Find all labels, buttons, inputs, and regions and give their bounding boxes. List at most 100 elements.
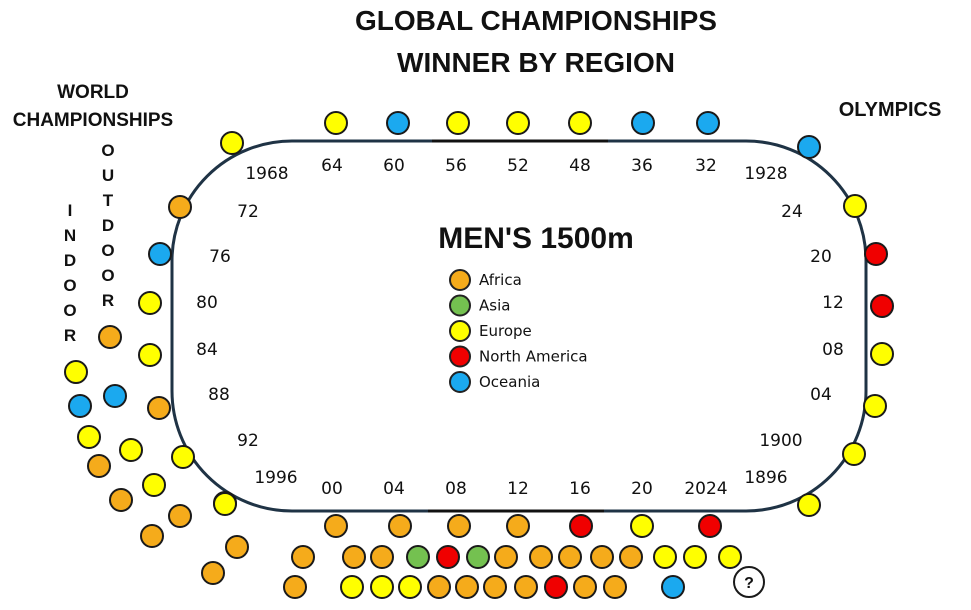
chart-title-line1: GLOBAL CHAMPIONSHIPS [355, 5, 717, 36]
olympics-top-dot [631, 111, 655, 135]
world-outdoor-dot [103, 384, 127, 408]
indoor-letter: I [68, 201, 73, 220]
label-olympics: OLYMPICS [839, 99, 942, 121]
world-outdoor-dot [140, 524, 164, 548]
world-outdoor-dot [201, 561, 225, 585]
year-label: 72 [237, 202, 259, 222]
year-label: 1968 [245, 164, 288, 184]
world-outdoor-dot [340, 575, 364, 599]
world-indoor-dot [68, 394, 92, 418]
winner-dots: ? [64, 111, 894, 599]
world-outdoor-dot [87, 454, 111, 478]
legend-swatch [449, 345, 471, 368]
olympics-top-dot [446, 111, 470, 135]
olympics-bottom-dot [506, 514, 530, 538]
legend-label: Africa [479, 271, 522, 289]
year-label: 08 [822, 340, 844, 360]
olympics-bottom-dot [388, 514, 412, 538]
world-outdoor-dot [225, 535, 249, 559]
year-label: 2024 [684, 479, 727, 499]
olympics-right-dot [843, 194, 867, 218]
world-outdoor-dot [427, 575, 451, 599]
olympics-bottom-dot [447, 514, 471, 538]
world-outdoor-dot [558, 545, 582, 569]
legend-swatch [449, 294, 471, 317]
year-label: 88 [208, 385, 230, 405]
year-label: 76 [209, 247, 231, 267]
olympics-right-dot [870, 342, 894, 366]
year-label: 32 [695, 156, 717, 176]
olympics-top-dot [324, 111, 348, 135]
year-label: 20 [810, 247, 832, 267]
legend-label: Oceania [479, 373, 540, 391]
olympics-bottom-dot [324, 514, 348, 538]
world-outdoor-dot [590, 545, 614, 569]
world-outdoor-dot [603, 575, 627, 599]
outdoor-letter: O [101, 266, 114, 285]
world-indoor-dot [77, 425, 101, 449]
year-label: 1928 [744, 164, 787, 184]
indoor-letter: R [64, 326, 76, 345]
year-label: 84 [196, 340, 218, 360]
world-outdoor-dot [619, 545, 643, 569]
year-label: 36 [631, 156, 653, 176]
world-outdoor-dot [483, 575, 507, 599]
indoor-letter: N [64, 226, 76, 245]
world-outdoor-dot [683, 545, 707, 569]
world-outdoor-dot [573, 575, 597, 599]
olympics-top-dot [568, 111, 592, 135]
indoor-letter: O [63, 276, 76, 295]
olympics-right-dot [863, 394, 887, 418]
world-outdoor-dot [213, 492, 237, 516]
world-outdoor-dot [544, 575, 568, 599]
outdoor-letter: D [102, 216, 114, 235]
olympics-left-dot [220, 131, 244, 155]
olympics-right-dot [797, 493, 821, 517]
world-outdoor-dot [370, 545, 394, 569]
olympics-left-dot [168, 195, 192, 219]
world-indoor-dot [64, 360, 88, 384]
year-label: 12 [507, 479, 529, 499]
outdoor-letter: O [101, 141, 114, 160]
legend: Africa Asia Europe North America Oceania [449, 269, 588, 393]
year-label: 64 [321, 156, 343, 176]
world-outdoor-dot [119, 438, 143, 462]
olympics-right-dot [864, 242, 888, 266]
world-outdoor-dot [370, 575, 394, 599]
label-world: WORLD [57, 82, 129, 103]
outdoor-letter: U [102, 166, 114, 185]
world-outdoor-dot [283, 575, 307, 599]
world-outdoor-dot [398, 575, 422, 599]
olympics-right-dot [870, 294, 894, 318]
legend-label: North America [479, 348, 588, 366]
indoor-letter: D [64, 251, 76, 270]
world-outdoor-dot [291, 545, 315, 569]
olympics-top-dot [386, 111, 410, 135]
olympics-bottom-dot [698, 514, 722, 538]
year-label: 48 [569, 156, 591, 176]
indoor-letter: O [63, 301, 76, 320]
world-outdoor-dot [168, 504, 192, 528]
world-outdoor-dot [436, 545, 460, 569]
world-outdoor-dot [718, 545, 742, 569]
legend-swatch [449, 320, 471, 342]
olympics-top-dot [696, 111, 720, 135]
year-label: 12 [822, 293, 844, 313]
world-outdoor-dot [653, 545, 677, 569]
world-outdoor-dot [98, 325, 122, 349]
olympics-top-dot [506, 111, 530, 135]
olympics-right-dot [797, 135, 821, 159]
year-label: 04 [810, 385, 832, 405]
outdoor-letter: R [102, 291, 114, 310]
unknown-winner-label: ? [744, 575, 754, 592]
year-label: 08 [445, 479, 467, 499]
world-outdoor-dot [142, 473, 166, 497]
year-label: 1996 [254, 468, 297, 488]
legend-swatch [449, 269, 471, 291]
year-label: 92 [237, 431, 259, 451]
legend-label: Asia [479, 297, 510, 315]
